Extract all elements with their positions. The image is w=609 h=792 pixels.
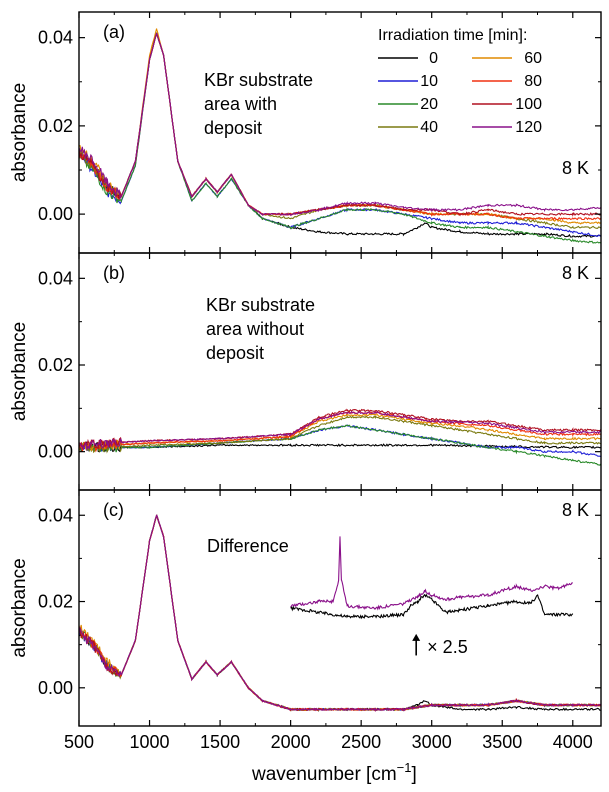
- legend-label-120: 120: [515, 119, 542, 136]
- legend-label-80: 80: [524, 73, 542, 90]
- x-tick-label: 500: [64, 732, 94, 752]
- inset-series-line-1: [290, 536, 573, 611]
- panel-annotation: deposit: [206, 343, 264, 363]
- plot-frame: [78, 252, 602, 491]
- y-axis-label: absorbance: [9, 322, 30, 421]
- x-tick-label: 1500: [200, 732, 240, 752]
- x-tick-label: 3000: [412, 732, 452, 752]
- y-tick-label: 0.00: [38, 678, 73, 698]
- panel-label: (c): [103, 500, 124, 520]
- y-tick-label: 0.04: [38, 505, 73, 525]
- inset-series-line-0: [290, 593, 574, 620]
- y-tick-label: 0.02: [38, 355, 73, 375]
- x-tick-label: 4000: [553, 732, 593, 752]
- y-axis-label: absorbance: [9, 83, 30, 182]
- panel-label: (a): [103, 22, 125, 42]
- x-tick-label: 1000: [130, 732, 170, 752]
- y-tick-label: 0.04: [38, 28, 73, 48]
- series-line-40-min: [79, 414, 601, 454]
- x-tick-label: 2500: [341, 732, 381, 752]
- legend-label-0: 0: [429, 50, 438, 67]
- scale-arrow-icon: [412, 633, 421, 641]
- legend-title: Irradiation time [min]:: [378, 27, 527, 44]
- y-axis-label: absorbance: [9, 558, 30, 657]
- x-tick-label: 3500: [482, 732, 522, 752]
- panels: 0.00 0.02 0.04 absorbance (a) 8 K KBr substrat…: [9, 11, 602, 752]
- temperature-label: 8 K: [562, 500, 589, 520]
- y-tick-label: 0.00: [38, 204, 73, 224]
- panel-annotation: Difference: [207, 536, 289, 556]
- panel-annotation: area without: [206, 319, 304, 339]
- legend-label-40: 40: [420, 119, 438, 136]
- panel-a: 0.00 0.02 0.04 absorbance (a) 8 K KBr substrat…: [9, 11, 602, 254]
- legend-label-10: 10: [420, 73, 438, 90]
- panel-annotation: area with: [204, 94, 277, 114]
- series-line-120-min: [79, 514, 601, 713]
- x-tick-label: 2000: [271, 732, 311, 752]
- panel-annotation: deposit: [204, 118, 262, 138]
- series-lines: [79, 28, 601, 244]
- temperature-label: 8 K: [562, 263, 589, 283]
- legend-label-20: 20: [420, 96, 438, 113]
- panel-label: (b): [103, 263, 125, 283]
- y-tick-label: 0.00: [38, 442, 73, 462]
- y-tick-label: 0.02: [38, 592, 73, 612]
- legend-label-60: 60: [524, 50, 542, 67]
- legend-label-100: 100: [515, 96, 542, 113]
- x-axis-label-sup: −1: [397, 760, 412, 775]
- series-line-20-min: [79, 33, 601, 244]
- series-lines: [79, 514, 601, 713]
- plot-frame: [78, 489, 602, 727]
- series-lines: [79, 408, 601, 466]
- panel-annotation: KBr substrate: [204, 70, 313, 90]
- legend: Irradiation time [min]: 0 10 20 40 60 80 100 12…: [378, 27, 542, 136]
- y-tick-label: 0.02: [38, 116, 73, 136]
- y-tick-label: 0.04: [38, 268, 73, 288]
- x-axis-label-main: wavenumber [cm: [251, 764, 397, 785]
- x-axis-label-end: ]: [412, 764, 417, 785]
- series-line-20-min: [79, 424, 601, 466]
- x-axis-title: wavenumber [cm−1]: [251, 760, 417, 785]
- panel-b: 0.00 0.02 0.04 absorbance (b) 8 K KBr substrat…: [9, 252, 602, 491]
- inset-scale-label: × 2.5: [427, 637, 468, 657]
- panel-annotation: KBr substrate: [206, 295, 315, 315]
- panel-c: × 2.5 500 1000 1500 2000 2500 3000 3500 4000 0.00…: [9, 489, 602, 752]
- series-line-120-min: [79, 32, 601, 217]
- series-line-120-min: [79, 410, 601, 452]
- temperature-label: 8 K: [562, 158, 589, 178]
- x-axis-label: wavenumber [cm−1]: [251, 760, 417, 785]
